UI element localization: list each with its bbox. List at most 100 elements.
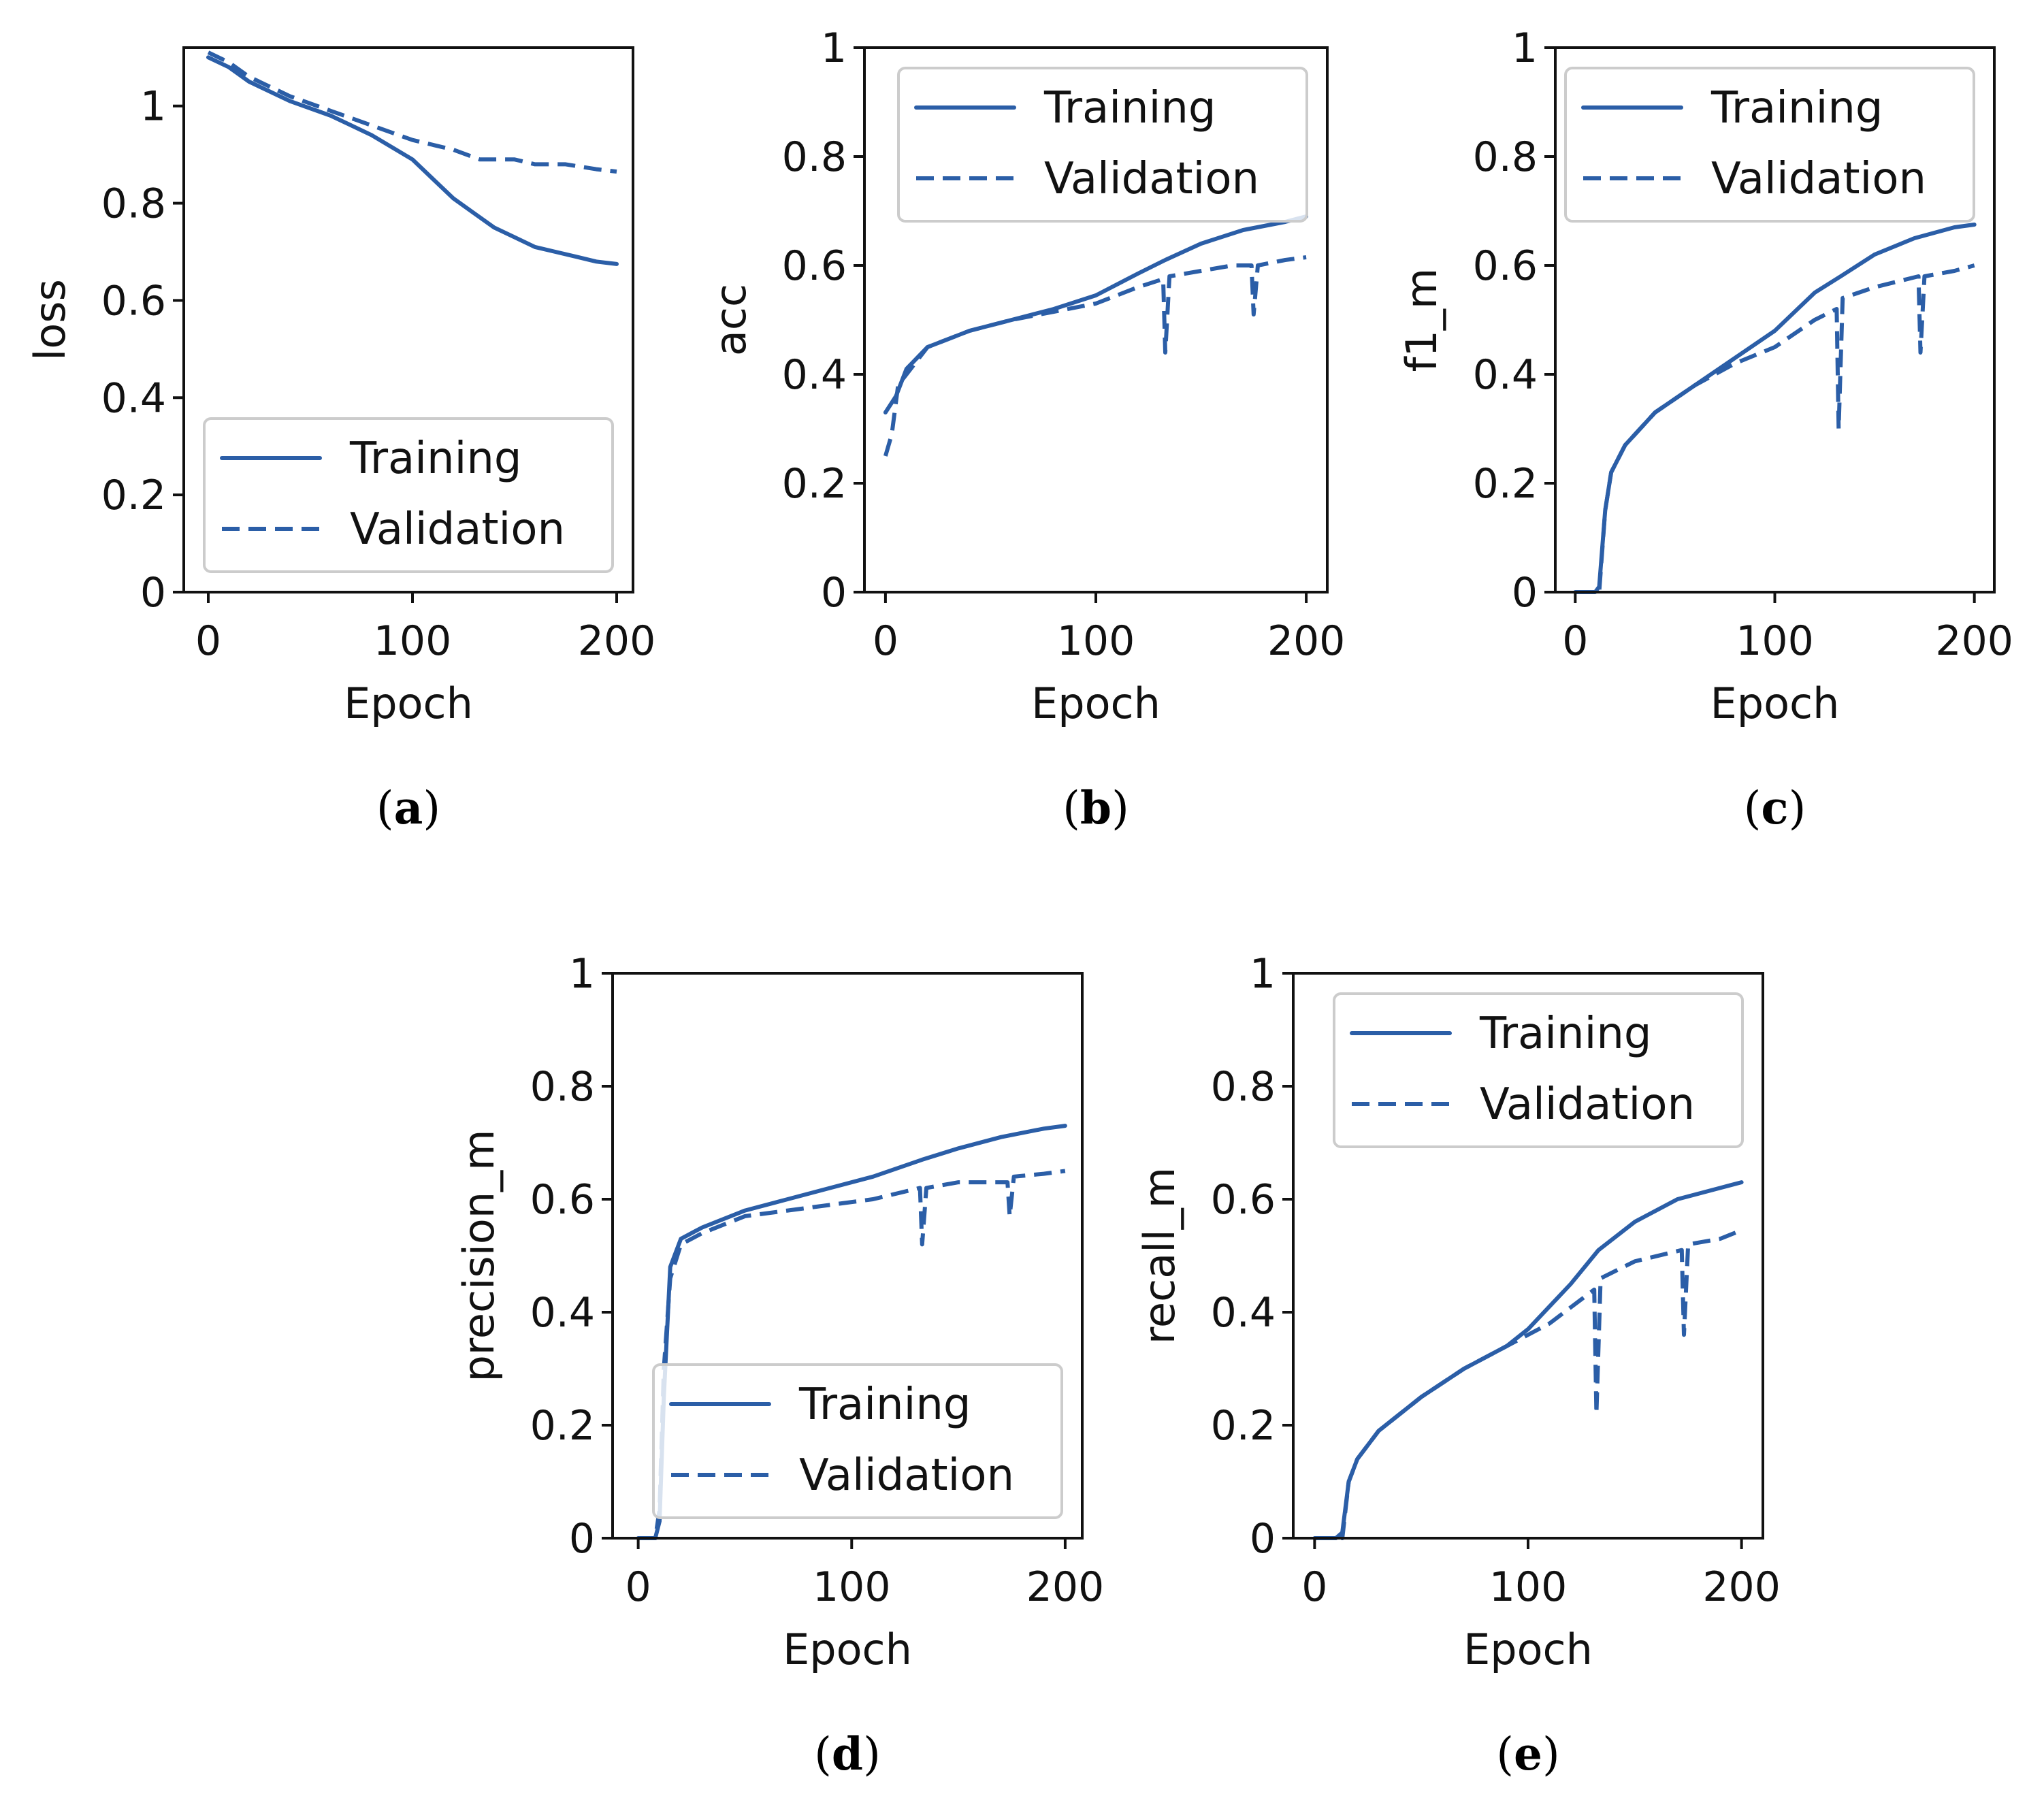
legend: Training Validation xyxy=(897,67,1308,223)
x-tick-label: 100 xyxy=(374,617,452,665)
y-tick-label: 0.8 xyxy=(101,180,166,228)
x-axis-label: Epoch xyxy=(1710,679,1840,728)
legend-label-validation: Validation xyxy=(1044,154,1259,204)
y-axis-label: precision_m xyxy=(454,1129,504,1382)
y-tick-label: 1 xyxy=(1250,950,1276,998)
y-tick-label: 0.2 xyxy=(101,472,166,519)
panel-caption: (d) xyxy=(814,1727,881,1780)
legend: Training Validation xyxy=(652,1363,1063,1519)
y-tick-label: 0 xyxy=(1250,1515,1276,1563)
series-line-validation xyxy=(883,255,1307,457)
y-tick-label: 0.6 xyxy=(1473,242,1538,290)
y-tick-label: 0.2 xyxy=(1473,460,1538,508)
x-axis-label: Epoch xyxy=(783,1625,912,1674)
y-tick-label: 0.6 xyxy=(530,1176,595,1224)
y-tick-label: 0.8 xyxy=(782,133,847,181)
y-tick-label: 0.2 xyxy=(782,460,847,508)
x-tick-label: 200 xyxy=(578,617,656,665)
y-axis-label: recall_m xyxy=(1135,1167,1184,1344)
panel-caption: (b) xyxy=(1062,781,1129,834)
y-tick-label: 0 xyxy=(1512,569,1538,617)
chart-panel-e: 0 0.2 0.4 0.6 0.8 1 0 100 200 Epoch recall_m Traini… xyxy=(1123,946,1804,1797)
y-tick-label: 0 xyxy=(569,1515,595,1563)
series-line-validation xyxy=(1314,1228,1742,1540)
x-tick-label: 0 xyxy=(195,617,221,665)
series-line-validation xyxy=(207,50,617,174)
axes-frame xyxy=(611,972,1084,1540)
chart-a: 0 0.2 0.4 0.6 0.8 1 0 100 200 Epoch loss Training Va… xyxy=(25,46,656,834)
y-tick-label: 0.4 xyxy=(1473,351,1538,399)
x-tick-label: 0 xyxy=(1301,1563,1327,1611)
y-tick-label: 0.8 xyxy=(530,1063,595,1111)
legend: Training Validation xyxy=(1564,67,1975,223)
chart-panel-b: 0 0.2 0.4 0.6 0.8 1 0 100 200 Epoch acc Training Val… xyxy=(681,20,1361,858)
y-tick-label: 0.8 xyxy=(1211,1063,1276,1111)
legend: Training Validation xyxy=(1333,992,1744,1148)
y-axis-label: acc xyxy=(706,284,756,356)
chart-e: 0 0.2 0.4 0.6 0.8 1 0 100 200 Epoch recall_m Traini… xyxy=(1135,950,1781,1780)
y-tick-label: 0.4 xyxy=(101,374,166,422)
y-tick-label: 0 xyxy=(140,569,166,617)
y-axis-label: loss xyxy=(25,279,75,361)
x-tick-label: 200 xyxy=(1935,617,2013,665)
y-tick-label: 0.6 xyxy=(101,277,166,325)
x-tick-label: 0 xyxy=(626,1563,651,1611)
series-line-training xyxy=(1312,1180,1744,1540)
panel-caption: (e) xyxy=(1496,1727,1560,1780)
legend-label-validation: Validation xyxy=(350,504,565,555)
chart-b: 0 0.2 0.4 0.6 0.8 1 0 100 200 Epoch acc Training Val… xyxy=(706,25,1346,834)
series-line-validation xyxy=(1575,263,1975,594)
y-tick-label: 0.8 xyxy=(1473,133,1538,181)
plot-area xyxy=(1573,223,1977,594)
series-line-training xyxy=(1573,223,1977,594)
series-line-training xyxy=(206,55,619,266)
y-tick-label: 1 xyxy=(140,83,166,131)
x-tick-label: 100 xyxy=(1736,617,1814,665)
panel-caption: (c) xyxy=(1744,781,1806,834)
plot-area xyxy=(883,214,1309,457)
x-tick-label: 0 xyxy=(1562,617,1588,665)
chart-panel-d: 0 0.2 0.4 0.6 0.8 1 0 100 200 Epoch precision_m Tra… xyxy=(442,946,1123,1797)
y-tick-label: 0.2 xyxy=(530,1402,595,1450)
x-tick-label: 0 xyxy=(873,617,898,665)
x-tick-label: 200 xyxy=(1026,1563,1105,1611)
legend-label-training: Training xyxy=(349,434,522,484)
y-tick-label: 0 xyxy=(821,569,847,617)
axes-frame xyxy=(182,46,634,593)
y-tick-label: 0.6 xyxy=(1211,1176,1276,1224)
legend-label-training: Training xyxy=(1479,1009,1652,1059)
plot-area xyxy=(206,50,619,266)
y-tick-label: 1 xyxy=(1512,25,1538,72)
chart-panel-c: 0 0.2 0.4 0.6 0.8 1 0 100 200 Epoch f1_m Training Va… xyxy=(1361,20,2042,858)
x-tick-label: 200 xyxy=(1267,617,1346,665)
chart-c: 0 0.2 0.4 0.6 0.8 1 0 100 200 Epoch f1_m Training Va… xyxy=(1397,25,2013,834)
legend: Training Validation xyxy=(203,417,614,573)
panel-caption: (a) xyxy=(376,781,440,834)
x-tick-label: 100 xyxy=(1057,617,1135,665)
legend-label-training: Training xyxy=(1710,83,1883,133)
legend-label-training: Training xyxy=(798,1380,971,1430)
plot-area xyxy=(1312,1180,1744,1540)
y-tick-label: 0.4 xyxy=(1211,1289,1276,1337)
chart-d: 0 0.2 0.4 0.6 0.8 1 0 100 200 Epoch precision_m Tra… xyxy=(454,950,1105,1780)
series-line-training xyxy=(883,214,1309,414)
y-tick-label: 0.2 xyxy=(1211,1402,1276,1450)
x-tick-label: 100 xyxy=(813,1563,891,1611)
legend-label-validation: Validation xyxy=(1711,154,1926,204)
series-line-validation xyxy=(638,1169,1066,1540)
legend-label-training: Training xyxy=(1043,83,1216,133)
legend-label-validation: Validation xyxy=(799,1450,1014,1501)
y-tick-label: 1 xyxy=(821,25,847,72)
x-axis-label: Epoch xyxy=(1031,679,1161,728)
y-tick-label: 0.6 xyxy=(782,242,847,290)
y-tick-label: 0.4 xyxy=(782,351,847,399)
x-tick-label: 200 xyxy=(1702,1563,1781,1611)
x-tick-label: 100 xyxy=(1489,1563,1568,1611)
y-tick-label: 0.4 xyxy=(530,1289,595,1337)
x-axis-label: Epoch xyxy=(1463,1625,1593,1674)
x-axis-label: Epoch xyxy=(344,679,473,728)
y-axis-label: f1_m xyxy=(1397,268,1446,372)
chart-panel-a: 0 0.2 0.4 0.6 0.8 1 0 100 200 Epoch loss Training Va… xyxy=(0,20,681,858)
y-tick-label: 1 xyxy=(569,950,595,998)
legend-label-validation: Validation xyxy=(1480,1079,1695,1130)
